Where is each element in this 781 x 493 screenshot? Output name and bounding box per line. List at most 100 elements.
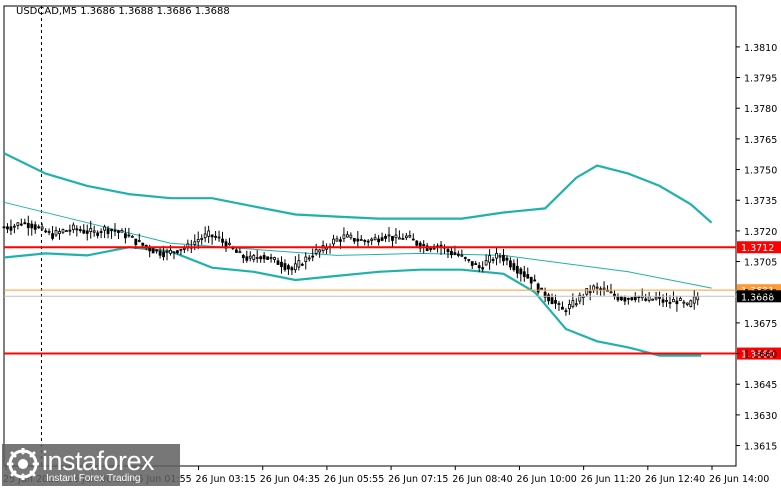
x-tick-label: 26 Jun 14:00 <box>709 474 769 485</box>
candle-body <box>110 229 113 232</box>
candle-body <box>280 261 283 268</box>
candle-body <box>335 238 339 242</box>
candle-body <box>533 279 537 282</box>
candle-body <box>117 230 120 233</box>
candle-body <box>373 237 377 241</box>
candle-body <box>203 233 207 239</box>
candle-body <box>134 238 138 245</box>
candle-body <box>585 288 589 295</box>
candle-body <box>26 222 30 229</box>
y-tick-label: 1.3690 <box>744 288 777 299</box>
candle-body <box>103 226 106 231</box>
candle-body <box>408 234 412 238</box>
candle-body <box>311 255 315 258</box>
candle-body <box>384 235 387 239</box>
candle-body <box>182 248 186 250</box>
y-tick-label: 1.3630 <box>744 411 777 422</box>
candle-body <box>68 229 72 232</box>
candle-body <box>58 231 61 235</box>
candle-body <box>6 226 9 230</box>
candle-body <box>307 257 311 260</box>
candle-body <box>602 287 606 290</box>
candle-body <box>120 229 124 233</box>
candle-body <box>502 255 505 262</box>
candle-body <box>165 251 169 254</box>
x-tick-label: 26 Jun 12:40 <box>645 474 705 485</box>
x-tick-label: 26 Jun 10:00 <box>516 474 576 485</box>
candle-body <box>318 249 322 253</box>
candle-body <box>99 231 103 233</box>
candle-body <box>293 263 297 271</box>
candle-body <box>398 237 401 240</box>
candle-body <box>571 300 575 307</box>
y-tick-label: 1.3810 <box>744 43 777 54</box>
candle-body <box>512 263 516 271</box>
candle-body <box>75 228 79 231</box>
candle-body <box>130 235 134 238</box>
candle-body <box>193 241 197 245</box>
candle-body <box>620 296 623 301</box>
candle-body <box>169 249 172 254</box>
candle-body <box>654 296 658 300</box>
candle-body <box>484 260 488 266</box>
y-tick-label: 1.3735 <box>744 196 777 207</box>
candle-body <box>155 249 159 252</box>
candle-body <box>273 257 276 260</box>
candle-body <box>33 224 37 230</box>
x-tick-label: 26 Jun 11:20 <box>581 474 641 485</box>
candle-body <box>252 255 256 260</box>
candle-body <box>332 238 335 245</box>
current-price-tag <box>737 290 781 303</box>
candle-body <box>141 242 145 246</box>
candle-body <box>599 288 602 291</box>
candle-body <box>13 225 16 228</box>
candle-body <box>266 256 270 260</box>
candle-body <box>422 244 426 247</box>
y-tick-label: 1.3615 <box>744 442 777 453</box>
candle-body <box>349 234 353 239</box>
candle-body <box>51 233 54 239</box>
candle-body <box>557 303 561 305</box>
candle-body <box>287 265 290 270</box>
candle-body <box>505 257 509 261</box>
candles <box>2 215 700 316</box>
candle-body <box>61 229 65 233</box>
candle-body <box>623 297 627 302</box>
candle-body <box>394 234 398 239</box>
candle-body <box>200 237 204 240</box>
candle-body <box>283 263 287 270</box>
candle-body <box>314 249 318 254</box>
candle-body <box>342 234 346 239</box>
candle-body <box>23 222 27 225</box>
indicators <box>3 152 713 357</box>
candle-body <box>678 298 682 301</box>
candle-body <box>668 302 672 304</box>
candle-body <box>630 297 634 301</box>
candle-body <box>127 234 131 237</box>
candle-body <box>176 250 179 254</box>
candle-body <box>217 236 221 239</box>
candle-body <box>633 296 637 301</box>
candle-body <box>82 229 86 234</box>
candle-body <box>488 255 492 263</box>
candle-body <box>210 234 214 238</box>
candle-body <box>19 223 23 226</box>
candle-body <box>682 301 686 304</box>
candle-body <box>162 251 165 258</box>
level-price-label: 1.3712 <box>741 243 774 254</box>
candle-body <box>65 230 68 233</box>
candle-body <box>519 268 523 275</box>
candle-body <box>40 226 44 230</box>
x-tick-label: 26 Jun 05:55 <box>324 474 384 485</box>
candle-body <box>78 229 82 232</box>
candle-body <box>304 256 308 262</box>
candle-body <box>179 248 183 251</box>
x-tick-label: 26 Jun 04:35 <box>260 474 320 485</box>
candle-body <box>515 265 519 274</box>
candle-body <box>370 238 374 241</box>
candle-body <box>262 255 266 260</box>
candle-body <box>470 261 474 266</box>
candle-body <box>661 299 665 303</box>
